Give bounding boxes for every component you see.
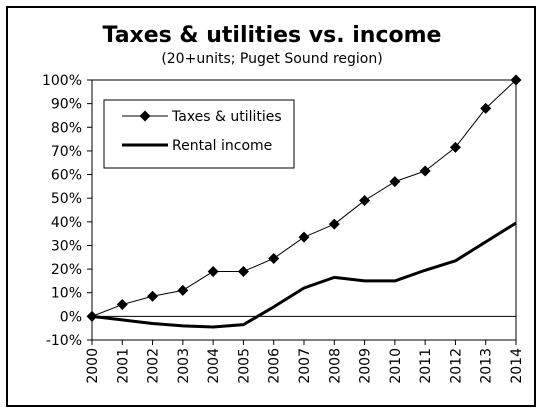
data-point (237, 265, 249, 277)
data-point (147, 290, 159, 302)
legend-label-rental: Rental income (172, 138, 272, 154)
data-point (328, 218, 340, 230)
data-point (298, 231, 310, 243)
series-layer (86, 74, 522, 329)
data-point (177, 284, 189, 296)
x-tick-label: 2008 (327, 348, 343, 384)
y-tick-label: 100% (42, 73, 82, 89)
y-tick-label: 70% (51, 144, 82, 160)
x-tick-label: 2010 (388, 348, 404, 384)
y-tick-label: 50% (51, 191, 82, 207)
x-tick-label: 2003 (176, 348, 192, 384)
chart-subtitle: (20+units; Puget Sound region) (161, 51, 382, 67)
data-point (510, 74, 522, 86)
x-tick-label: 2001 (115, 348, 131, 384)
y-tick-label: 80% (51, 120, 82, 136)
y-tick-label: 40% (51, 215, 82, 231)
x-tick-label: 2013 (479, 348, 495, 384)
legend: Taxes & utilities Rental income (103, 99, 295, 169)
y-tick-label: 0% (60, 309, 82, 325)
x-axis-ticks: 2000 2001 2002 2003 2004 2005 2006 2007 2008 2009… (85, 340, 525, 384)
y-axis-ticks: -10% 0% 10% 20% 30% 40% 50% 60% 70% 80% 90% 100% (42, 73, 92, 349)
data-point (359, 195, 371, 207)
legend-swatch-taxes-marker (139, 110, 151, 122)
data-point (419, 165, 431, 177)
x-tick-label: 2000 (85, 348, 101, 384)
legend-label-taxes: Taxes & utilities (171, 109, 282, 125)
x-tick-label: 2005 (236, 348, 252, 384)
y-tick-label: 20% (51, 262, 82, 278)
y-tick-label: 10% (51, 286, 82, 302)
y-tick-label: 60% (51, 168, 82, 184)
x-tick-label: 2012 (448, 348, 464, 384)
y-tick-label: 30% (51, 238, 82, 254)
data-point (268, 252, 280, 264)
data-point (116, 299, 128, 311)
y-tick-label: -10% (46, 333, 82, 349)
x-tick-label: 2007 (297, 348, 313, 384)
x-tick-label: 2002 (146, 348, 162, 384)
data-point (207, 265, 219, 277)
x-tick-label: 2011 (418, 348, 434, 384)
data-point (449, 141, 461, 153)
x-tick-label: 2014 (509, 348, 525, 384)
series-line-1 (91, 221, 517, 329)
legend-box (103, 99, 295, 169)
data-point (389, 176, 401, 188)
x-tick-label: 2006 (267, 348, 283, 384)
data-point (480, 102, 492, 114)
y-tick-label: 90% (51, 97, 82, 113)
x-tick-label: 2004 (206, 348, 222, 384)
x-tick-label: 2009 (358, 348, 374, 384)
chart-frame (6, 6, 536, 407)
chart-title: Taxes & utilities vs. income (103, 23, 442, 48)
